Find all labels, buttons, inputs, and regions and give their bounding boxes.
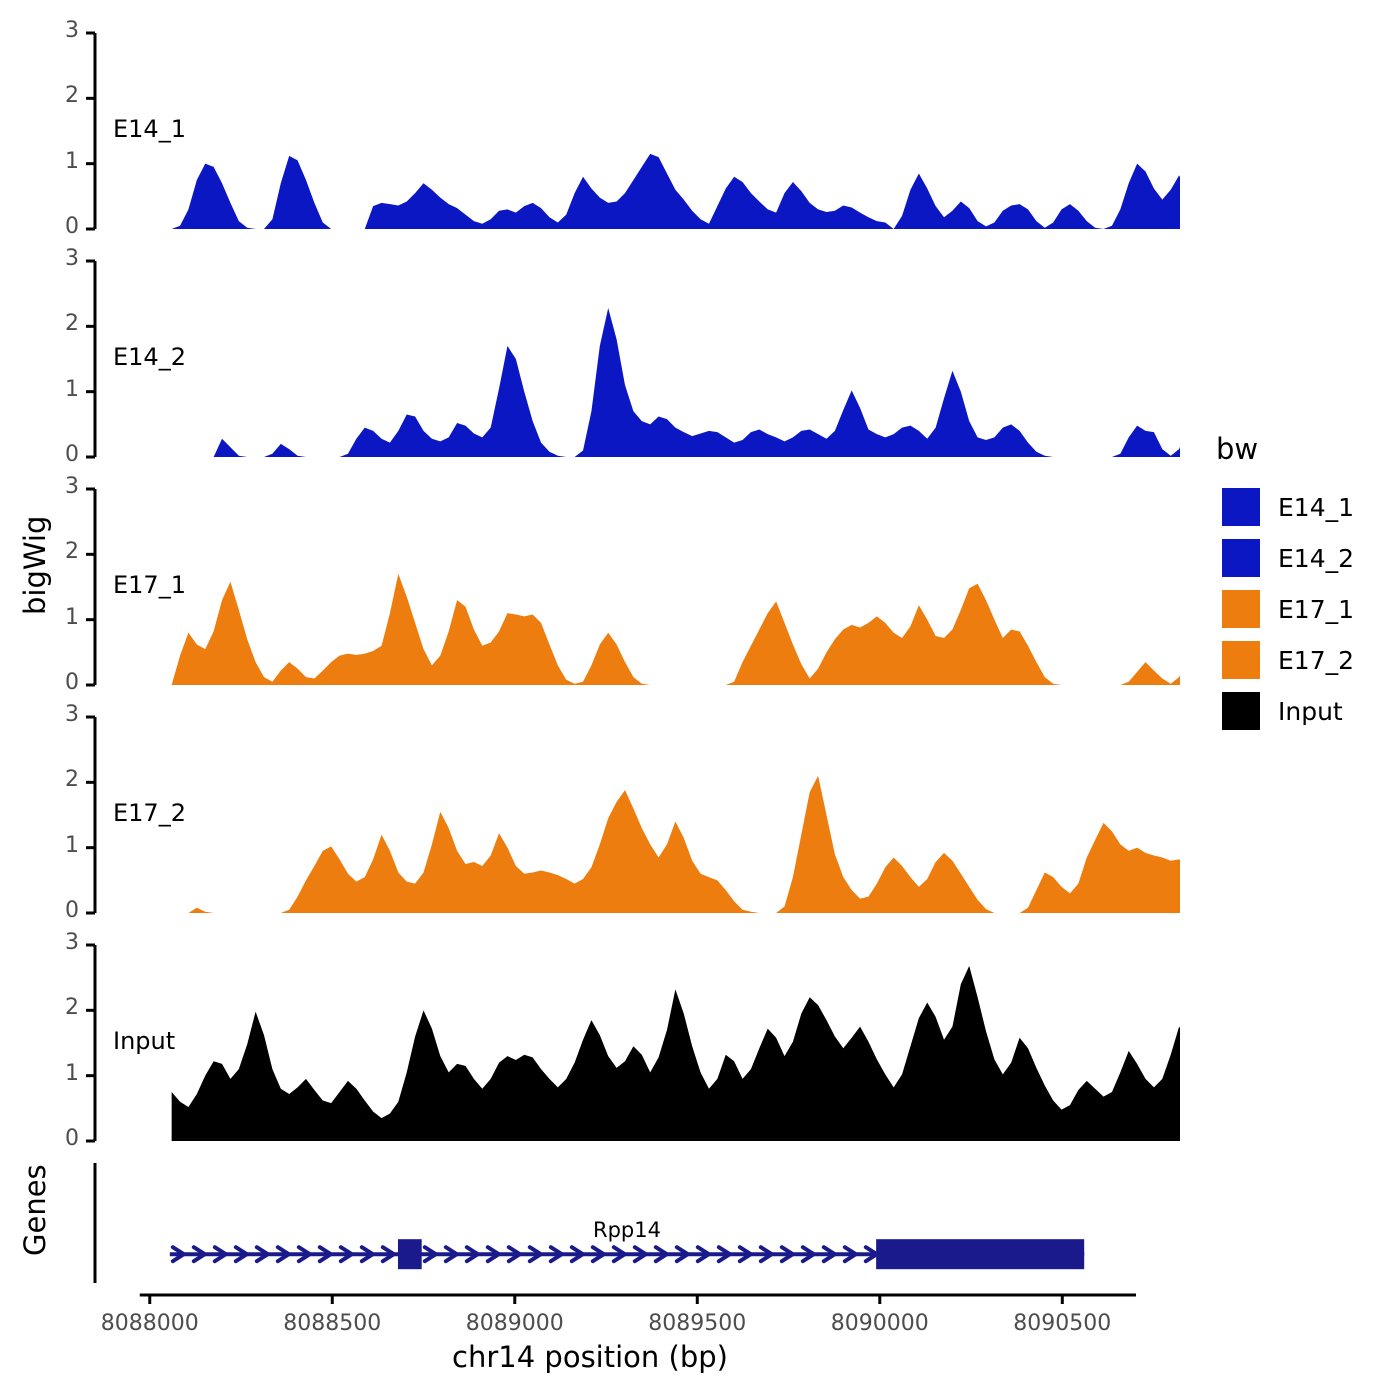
strand-arrow-icon [191,1245,207,1264]
track-area-e14_2 [171,308,1180,457]
strand-arrow-icon [254,1245,270,1264]
strand-arrow-icon [611,1245,627,1264]
strand-arrow-icon [569,1245,585,1264]
strand-arrow-icon [485,1245,501,1264]
x-axis-tick-label: 8088000 [100,1311,199,1336]
y-axis-tick-label: 1 [65,376,79,402]
y-axis-tick-label: 1 [65,604,79,630]
legend-title: bw [1216,432,1259,466]
strand-arrow-icon [380,1245,396,1264]
legend-swatch-input [1222,692,1260,730]
legend-swatch-e17_2 [1222,641,1260,679]
strand-arrow-icon [590,1245,606,1264]
strand-arrow-icon [779,1245,795,1264]
legend-label-input: Input [1278,697,1343,726]
track-area-input [171,965,1180,1141]
strand-arrow-icon [212,1245,228,1264]
gene-exon[interactable] [876,1239,1085,1270]
gene-label: Rpp14 [593,1218,661,1242]
y-axis-tick-label: 0 [65,1126,79,1151]
y-axis-tick-label: 2 [65,995,79,1021]
y-axis-tick-label: 0 [65,442,79,467]
y-axis-tick-label: 2 [65,311,79,337]
x-axis-tick-label: 8088500 [283,1311,382,1336]
strand-arrow-icon [716,1245,732,1264]
y-axis-tick-label: 3 [65,930,79,955]
y-axis-tick-label: 1 [65,832,79,858]
strand-arrow-icon [758,1245,774,1264]
strand-arrow-icon [233,1245,249,1264]
y-axis-tick-label: 1 [65,148,79,174]
gene-exon[interactable] [397,1239,422,1270]
x-axis-tick-label: 8089000 [465,1311,564,1336]
strand-arrow-icon [170,1245,186,1264]
strand-arrow-icon [695,1245,711,1264]
y-axis-tick-label: 1 [65,1060,79,1086]
y-axis-tick-label: 2 [65,539,79,565]
legend-label-e14_1: E14_1 [1278,493,1355,522]
legend-label-e17_1: E17_1 [1278,595,1355,624]
y-axis-tick-label: 3 [65,702,79,727]
panel-label-e14_2: E14_2 [113,343,186,371]
x-axis-tick-label: 8090500 [1013,1311,1112,1336]
track-area-e17_1 [171,573,1180,685]
legend-label-e14_2: E14_2 [1278,544,1355,573]
panel-label-e17_1: E17_1 [113,571,186,599]
y-axis-tick-label: 0 [65,898,79,923]
strand-arrow-icon [821,1245,837,1264]
strand-arrow-icon [296,1245,312,1264]
strand-arrow-icon [800,1245,816,1264]
strand-arrow-icon [359,1245,375,1264]
strand-arrow-icon [422,1245,438,1264]
strand-arrow-icon [842,1245,858,1264]
strand-arrow-icon [338,1245,354,1264]
strand-arrow-icon [275,1245,291,1264]
strand-arrow-icon [548,1245,564,1264]
strand-arrow-icon [737,1245,753,1264]
legend-swatch-e14_1 [1222,488,1260,526]
track-area-e17_2 [171,775,1180,913]
y-axis-tick-label: 3 [65,474,79,499]
legend-swatch-e17_1 [1222,590,1260,628]
panel-label-e17_2: E17_2 [113,799,186,827]
y-axis-tick-label: 2 [65,767,79,793]
strand-arrow-icon [443,1245,459,1264]
strand-arrow-icon [653,1245,669,1264]
strand-arrow-icon [317,1245,333,1264]
panel-label-input: Input [113,1027,176,1055]
y-axis-tick-label: 3 [65,18,79,43]
y-axis-tick-label: 0 [65,214,79,239]
strand-arrow-icon [464,1245,480,1264]
x-axis-title: chr14 position (bp) [452,1340,728,1374]
legend-swatch-e14_2 [1222,539,1260,577]
strand-arrow-icon [632,1245,648,1264]
y-axis-tick-label: 0 [65,670,79,695]
bigwig-track-plot [86,31,1180,1304]
track-area-e14_1 [171,153,1180,229]
x-axis-tick-label: 8089500 [648,1311,747,1336]
panel-label-e14_1: E14_1 [113,115,186,143]
legend-label-e17_2: E17_2 [1278,646,1355,675]
strand-arrow-icon [674,1245,690,1264]
y-axis-tick-label: 2 [65,83,79,109]
strand-arrow-icon [527,1245,543,1264]
x-axis-tick-label: 8090000 [830,1311,929,1336]
strand-arrow-icon [506,1245,522,1264]
y-axis-tick-label: 3 [65,246,79,271]
